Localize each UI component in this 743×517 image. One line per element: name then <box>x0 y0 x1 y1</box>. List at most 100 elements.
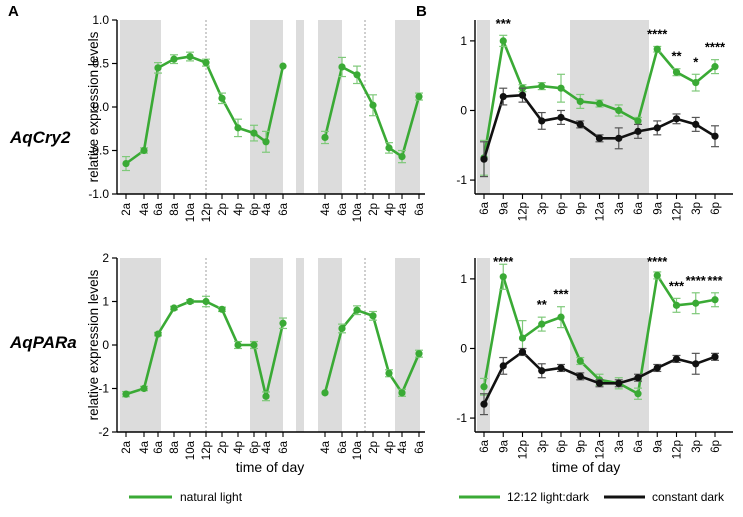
x-tick-label: 3a <box>614 439 626 452</box>
gene-label: AqCry2 <box>9 128 71 147</box>
data-point <box>186 52 194 61</box>
data-point <box>711 63 719 71</box>
x-tick-label: 2a <box>121 440 133 453</box>
plot-a-cry2: 1.00.50.0-0.5-1.02a 4a 6a 8a 10a 12p 2p 4p 6p 4a 6… <box>9 13 426 222</box>
significance-label: * <box>693 54 699 69</box>
data-point <box>653 45 661 53</box>
y-tick-label: 0 <box>460 103 467 117</box>
data-point <box>576 97 584 106</box>
data-point <box>415 350 423 358</box>
x-tick-label: 6a <box>633 201 645 214</box>
data-point <box>634 390 642 398</box>
panel-b-xlabel: time of day <box>552 459 620 475</box>
data-point <box>576 357 584 365</box>
gene-label: AqPARa <box>9 333 77 352</box>
data-point <box>140 146 148 155</box>
data-point <box>576 120 584 128</box>
x-tick-label: 12p <box>672 440 684 459</box>
y-tick-label: -1 <box>98 382 109 396</box>
significance-label: **** <box>686 273 707 288</box>
x-tick-label: 4p <box>233 203 245 216</box>
x-tick-label: 4p <box>233 441 245 454</box>
y-tick-label: -0.5 <box>88 144 109 158</box>
panel-a-xlabel: time of day <box>236 459 304 475</box>
data-point <box>218 94 226 102</box>
data-point <box>499 362 507 370</box>
x-tick-label: 3a <box>614 201 626 214</box>
data-point <box>672 115 681 123</box>
data-point <box>170 55 178 63</box>
y-tick-label: 0.0 <box>92 100 109 114</box>
data-point <box>595 99 604 108</box>
data-point <box>122 390 130 398</box>
significance-label: ** <box>671 49 682 64</box>
y-tick-label: 2 <box>102 251 109 265</box>
x-tick-label: 6p <box>249 203 261 216</box>
legend-ld: 12:12 light:dark <box>507 490 590 504</box>
x-tick-label: 12p <box>201 441 213 460</box>
y-axis-label: relative expression levels <box>86 269 101 420</box>
data-point <box>154 330 162 338</box>
x-tick-label: 2p <box>217 441 229 454</box>
data-point <box>398 389 406 397</box>
data-point <box>557 364 565 372</box>
x-tick-label: 6a <box>278 440 290 453</box>
x-tick-label: 3p <box>537 202 549 215</box>
x-tick-label: 12p <box>518 440 530 459</box>
data-point <box>262 138 270 146</box>
shade-band <box>296 20 304 194</box>
significance-label: **** <box>493 254 514 269</box>
data-point <box>279 62 287 70</box>
data-point <box>250 341 258 349</box>
significance-label: *** <box>707 273 723 288</box>
x-tick-label: 2p <box>217 203 229 216</box>
data-point <box>385 369 393 377</box>
data-point <box>595 379 604 387</box>
data-point <box>653 124 661 132</box>
x-tick-label: 6p <box>556 440 568 453</box>
data-point <box>250 129 258 137</box>
data-point <box>518 334 527 342</box>
data-point <box>321 133 329 142</box>
data-point <box>385 144 393 152</box>
x-tick-label: 9a <box>498 201 510 214</box>
x-tick-label: 9a <box>652 201 664 214</box>
data-point <box>692 79 700 87</box>
x-tick-label: 12a <box>595 439 607 459</box>
data-point <box>692 360 700 368</box>
y-tick-label: -1 <box>456 173 467 187</box>
shade-band <box>250 20 283 194</box>
data-point <box>369 101 377 109</box>
x-tick-label: 2p <box>368 441 380 454</box>
data-point <box>615 379 623 387</box>
data-point <box>692 299 700 307</box>
x-tick-label: 4p <box>384 441 396 454</box>
data-point <box>538 320 546 328</box>
x-tick-label: 6a <box>153 202 165 215</box>
data-point <box>576 372 584 380</box>
data-point <box>338 63 346 71</box>
data-point <box>234 341 242 349</box>
y-tick-label: 1 <box>102 295 109 309</box>
y-tick-label: 0 <box>460 341 467 355</box>
panel-letter-b: B <box>416 3 427 20</box>
data-point <box>711 296 719 304</box>
x-tick-label: 4a <box>320 440 332 453</box>
data-point <box>353 71 361 79</box>
x-tick-label: 6a <box>633 439 645 452</box>
data-point <box>672 68 681 76</box>
x-tick-label: 12a <box>595 201 607 221</box>
data-point <box>557 113 565 122</box>
data-point <box>480 400 488 408</box>
x-tick-label: 4a <box>397 440 409 453</box>
x-tick-label: 8a <box>169 440 181 453</box>
x-tick-label: 4a <box>397 202 409 215</box>
x-tick-label: 12p <box>201 203 213 222</box>
x-tick-label: 6p <box>249 441 261 454</box>
significance-label: **** <box>647 26 668 41</box>
x-tick-label: 4a <box>139 440 151 453</box>
x-tick-label: 2p <box>368 203 380 216</box>
significance-label: *** <box>496 16 512 31</box>
x-tick-label: 12p <box>672 202 684 221</box>
